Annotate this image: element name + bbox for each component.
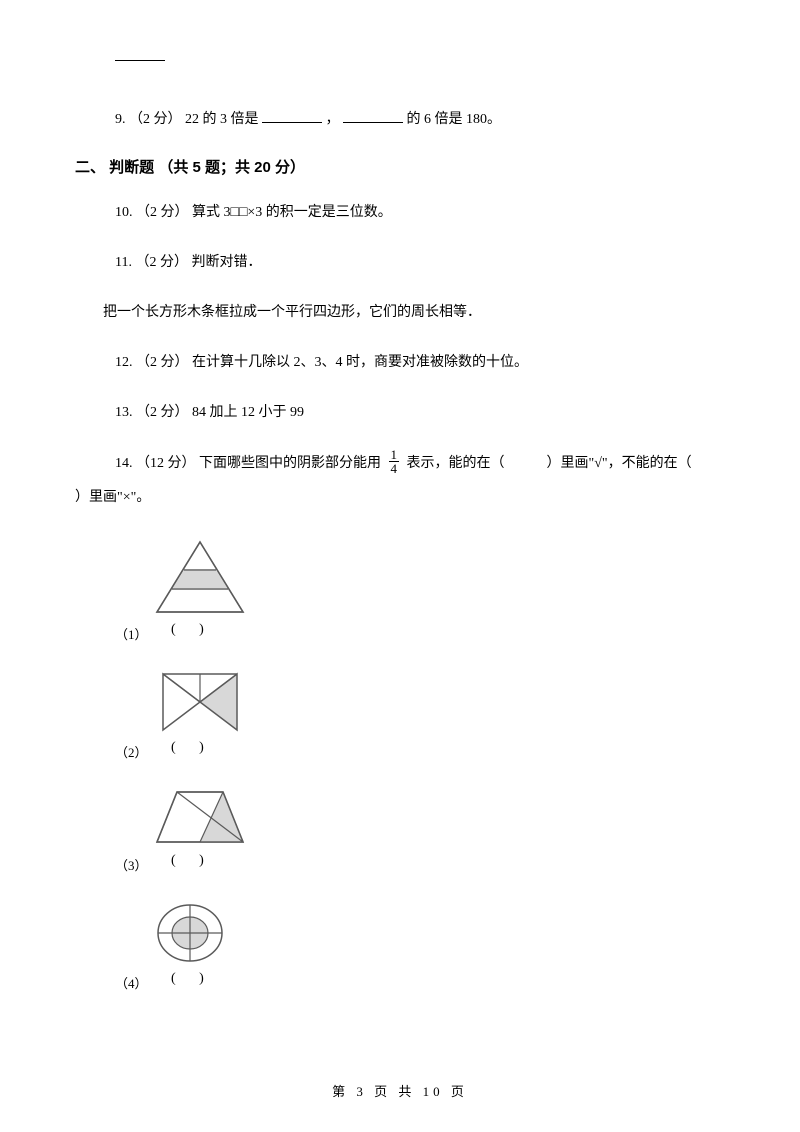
question-11: 11. （2 分） 判断对错．: [75, 249, 725, 277]
figure-3-trapezoid: [145, 780, 725, 855]
q14-text-end: ）里画"×"。: [75, 490, 150, 505]
subitem-1: （1） ( ): [115, 534, 725, 644]
blank-line: [115, 59, 165, 61]
question-10: 10. （2 分） 算式 3□□×3 的积一定是三位数。: [75, 199, 725, 227]
q9-number: 9.: [115, 112, 126, 127]
subitem-4-label: （4）: [115, 973, 148, 992]
q12-number: 12.: [115, 355, 133, 370]
question-9: 9. （2 分） 22 的 3 倍是 ， 的 6 倍是 180。: [75, 106, 725, 134]
question-12: 12. （2 分） 在计算十几除以 2、3、4 时，商要对准被除数的十位。: [75, 349, 725, 377]
question-11-body: 把一个长方形木条框拉成一个平行四边形，它们的周长相等．: [75, 299, 725, 327]
q9-part2: ，: [326, 112, 340, 127]
q13-text: 84 加上 12 小于 99: [192, 405, 304, 420]
subitem-2-paren[interactable]: ( ): [171, 740, 214, 756]
section-2-title: 二、 判断题 （共 5 题；共 20 分）: [75, 156, 725, 177]
subitem-1-label: （1）: [115, 624, 148, 643]
subitem-2-label: （2）: [115, 742, 148, 761]
q9-part3: 的 6 倍是 180。: [407, 112, 502, 127]
subitem-4: （4） ( ): [115, 893, 725, 993]
prev-page-blank: [75, 60, 725, 76]
footer-total: 共 10 页: [398, 1084, 468, 1099]
q10-points: （2 分）: [136, 205, 189, 220]
q11-points: （2 分）: [135, 255, 188, 270]
question-13: 13. （2 分） 84 加上 12 小于 99: [75, 399, 725, 427]
q10-number: 10.: [115, 205, 133, 220]
q9-blank1[interactable]: [262, 109, 322, 123]
q14-text-before: 下面哪些图中的阴影部分能用: [199, 456, 381, 471]
q14-points: （12 分）: [136, 456, 196, 471]
subitem-3-paren[interactable]: ( ): [171, 853, 214, 869]
subitem-3: （3） ( ): [115, 780, 725, 875]
question-14-line2: ）里画"×"。: [75, 484, 725, 512]
fraction-one-quarter: 1 4: [389, 448, 400, 475]
q11-text: 判断对错．: [191, 255, 261, 270]
q9-part1: 22 的 3 倍是: [185, 112, 259, 127]
subitem-3-label: （3）: [115, 855, 148, 874]
figure-1-triangle: [145, 534, 725, 624]
q10-text: 算式 3□□×3 的积一定是三位数。: [192, 205, 392, 220]
q9-blank2[interactable]: [343, 109, 403, 123]
subitem-4-paren[interactable]: ( ): [171, 971, 214, 987]
page-footer: 第 3 页 共 10 页: [0, 1081, 800, 1100]
q12-points: （2 分）: [136, 355, 189, 370]
q11-number: 11.: [115, 255, 132, 270]
frac-num: 1: [389, 448, 400, 462]
figure-2-bowtie: [145, 662, 725, 742]
figure-4-circle: [145, 893, 725, 973]
q12-text: 在计算十几除以 2、3、4 时，商要对准被除数的十位。: [192, 355, 528, 370]
footer-page: 第 3 页: [332, 1084, 391, 1099]
subitem-1-paren[interactable]: ( ): [171, 622, 214, 638]
question-14: 14. （12 分） 下面哪些图中的阴影部分能用 1 4 表示，能的在（ ）里画…: [75, 449, 725, 480]
q14-number: 14.: [115, 456, 133, 471]
frac-den: 4: [389, 462, 400, 475]
subitem-2: （2） ( ): [115, 662, 725, 762]
q13-points: （2 分）: [136, 405, 189, 420]
q14-text-mid: 表示，能的在（ ）里画"√"，不能的在（: [407, 456, 706, 471]
q9-points: （2 分）: [129, 112, 182, 127]
q13-number: 13.: [115, 405, 133, 420]
